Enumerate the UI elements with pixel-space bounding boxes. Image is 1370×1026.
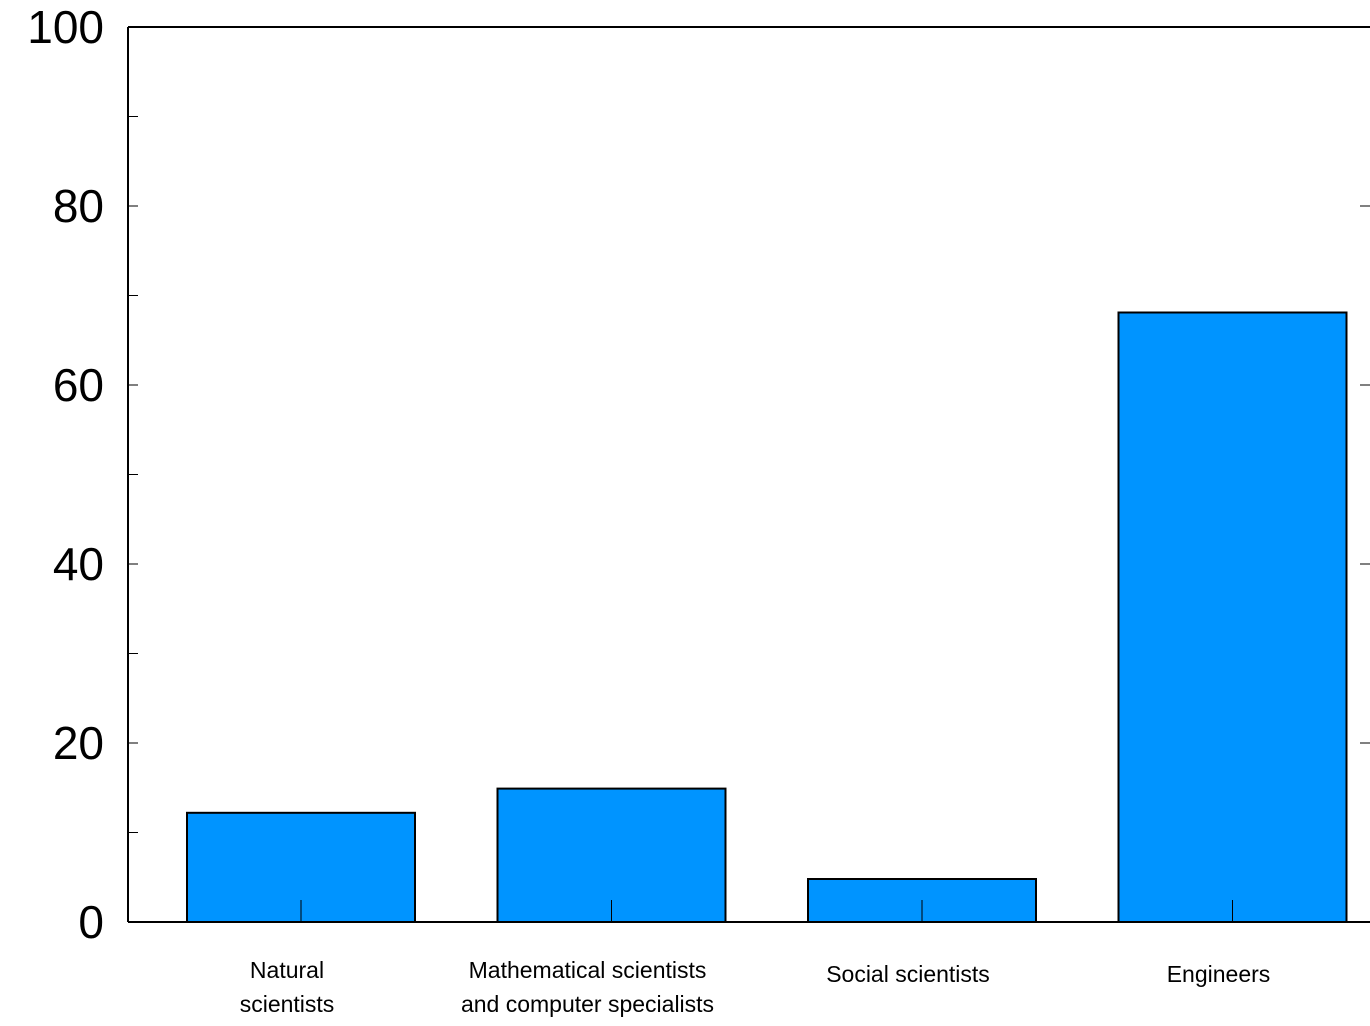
y-axis-ticks: 0 20 40 60 80 100 <box>27 1 1370 948</box>
x-axis-labels: Natural scientists Mathematical scientists… <box>240 957 1271 1017</box>
bar-3 <box>1117 311 1348 923</box>
x-tick-label-3: Engineers <box>1167 961 1271 987</box>
y-tick-label-100: 100 <box>27 1 104 53</box>
x-tick-label-0-line-0: Natural <box>250 957 324 983</box>
x-tick-label-1-line-0: Mathematical scientists <box>469 957 707 983</box>
y-tick-label-60: 60 <box>53 359 104 411</box>
x-tick-label-2: Social scientists <box>826 961 990 987</box>
y-tick-label-20: 20 <box>53 717 104 769</box>
y-tick-label-80: 80 <box>53 180 104 232</box>
x-tick-label-2-line-0: Social scientists <box>826 961 990 987</box>
bars-group <box>186 311 1348 923</box>
bar-1 <box>496 787 727 923</box>
x-tick-label-0-line-1: scientists <box>240 991 335 1017</box>
bar-center-ticks <box>300 900 1233 922</box>
x-tick-label-1: Mathematical scientists and computer spec… <box>461 957 714 1017</box>
x-tick-label-1-line-1: and computer specialists <box>461 991 714 1017</box>
y-tick-label-40: 40 <box>53 538 104 590</box>
x-tick-label-3-line-0: Engineers <box>1167 961 1271 987</box>
y-tick-label-0: 0 <box>78 896 104 948</box>
x-tick-label-0: Natural scientists <box>240 957 335 1017</box>
